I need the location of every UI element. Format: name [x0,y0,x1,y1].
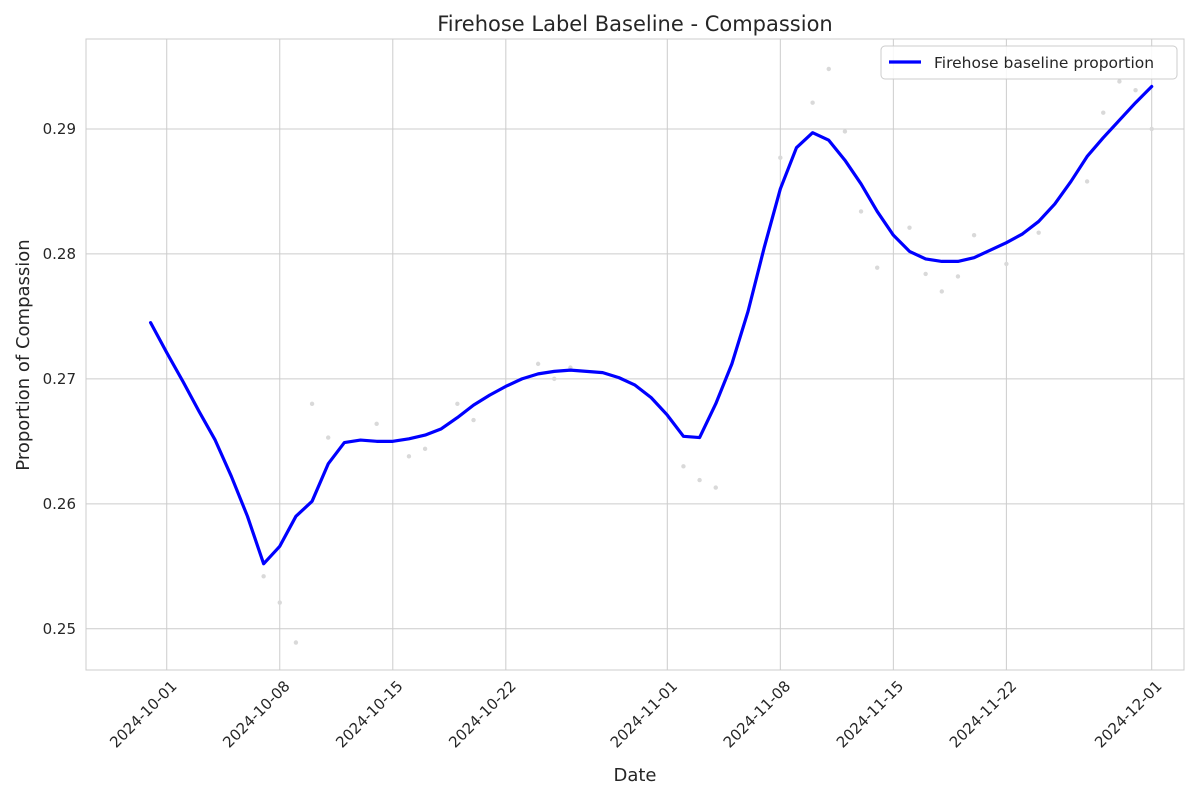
scatter-point [858,209,864,214]
y-tick-label: 0.25 [43,620,76,638]
scatter-point [778,155,783,160]
scatter-point [1004,261,1009,267]
y-tick-label: 0.29 [43,120,76,138]
scatter-point [810,100,815,105]
y-tick-label: 0.26 [43,495,76,513]
scatter-point [1117,79,1122,84]
x-axis-label: Date [613,765,656,786]
y-tick-label: 0.27 [43,370,76,388]
scatter-point [374,421,379,427]
scatter-point [939,289,944,294]
scatter-point [826,66,831,72]
scatter-point [552,376,557,382]
scatter-point [277,600,282,605]
y-tick-labels: 0.25 0.26 0.27 0.28 0.29 [43,120,76,638]
scatter-point [697,477,702,483]
plot-area [86,39,1184,670]
chart-title: Firehose Label Baseline - Compassion [437,12,833,36]
scatter-point [293,640,299,645]
scatter-point [923,271,928,277]
scatter-point [1149,126,1154,132]
firehose-baseline-line [148,84,1154,566]
scatter-point [907,225,912,230]
scatter-point [406,454,412,459]
x-gridlines [166,39,1153,670]
legend: Firehose baseline proportion [880,45,1178,80]
legend-box [880,45,1178,80]
y-gridlines [86,128,1184,630]
scatter-point [842,129,848,134]
scatter-point [535,361,541,367]
scatter-point [326,435,331,440]
line-series [148,84,1154,566]
scatter-point [955,274,961,279]
legend-label: Firehose baseline proportion [934,54,1154,72]
scatter-point [471,417,476,423]
scatter-point [309,401,315,407]
scatter-point [455,401,460,407]
scatter-series [261,66,1154,645]
y-tick-label: 0.28 [43,245,76,263]
plot-frame [85,38,1185,671]
scatter-point [681,464,686,469]
scatter-point [1101,110,1106,115]
scatter-point [971,232,977,238]
scatter-point [1084,179,1090,184]
scatter-point [713,485,718,490]
scatter-point [261,574,266,579]
scatter-point [1133,88,1138,93]
scatter-point [422,446,428,452]
scatter-point [1036,230,1041,235]
scatter-point [875,265,880,270]
y-axis-label: Proportion of Compassion [13,239,34,470]
